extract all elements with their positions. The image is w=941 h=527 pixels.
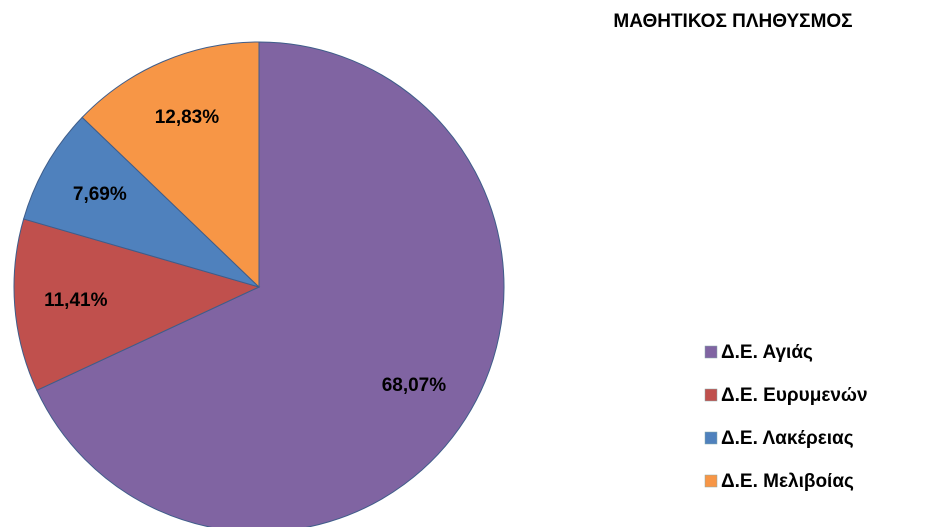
legend-swatch [704, 431, 718, 445]
legend-label: Δ.Ε. Μελιβοίας [721, 471, 854, 492]
legend-label: Δ.Ε. Ευρυμενών [721, 385, 868, 406]
legend-swatch [704, 474, 718, 488]
pie-slice [23, 116, 260, 288]
pie-slice [13, 218, 261, 392]
legend-swatch [704, 345, 718, 359]
chart-title: ΜΑΘΗΤΙΚΟΣ ΠΛΗΘΥΣΜΟΣ [613, 11, 852, 32]
data-label: 7,69% [73, 184, 127, 205]
data-label: 11,41% [44, 290, 107, 311]
legend-label: Δ.Ε. Αγιάς [721, 342, 813, 363]
data-label: 12,83% [155, 107, 220, 128]
pie-slice [81, 41, 260, 289]
data-label: 68,07% [382, 375, 447, 396]
legend-label: Δ.Ε. Λακέρειας [721, 428, 854, 449]
legend-swatch [704, 388, 718, 402]
pie-slice [36, 41, 505, 527]
